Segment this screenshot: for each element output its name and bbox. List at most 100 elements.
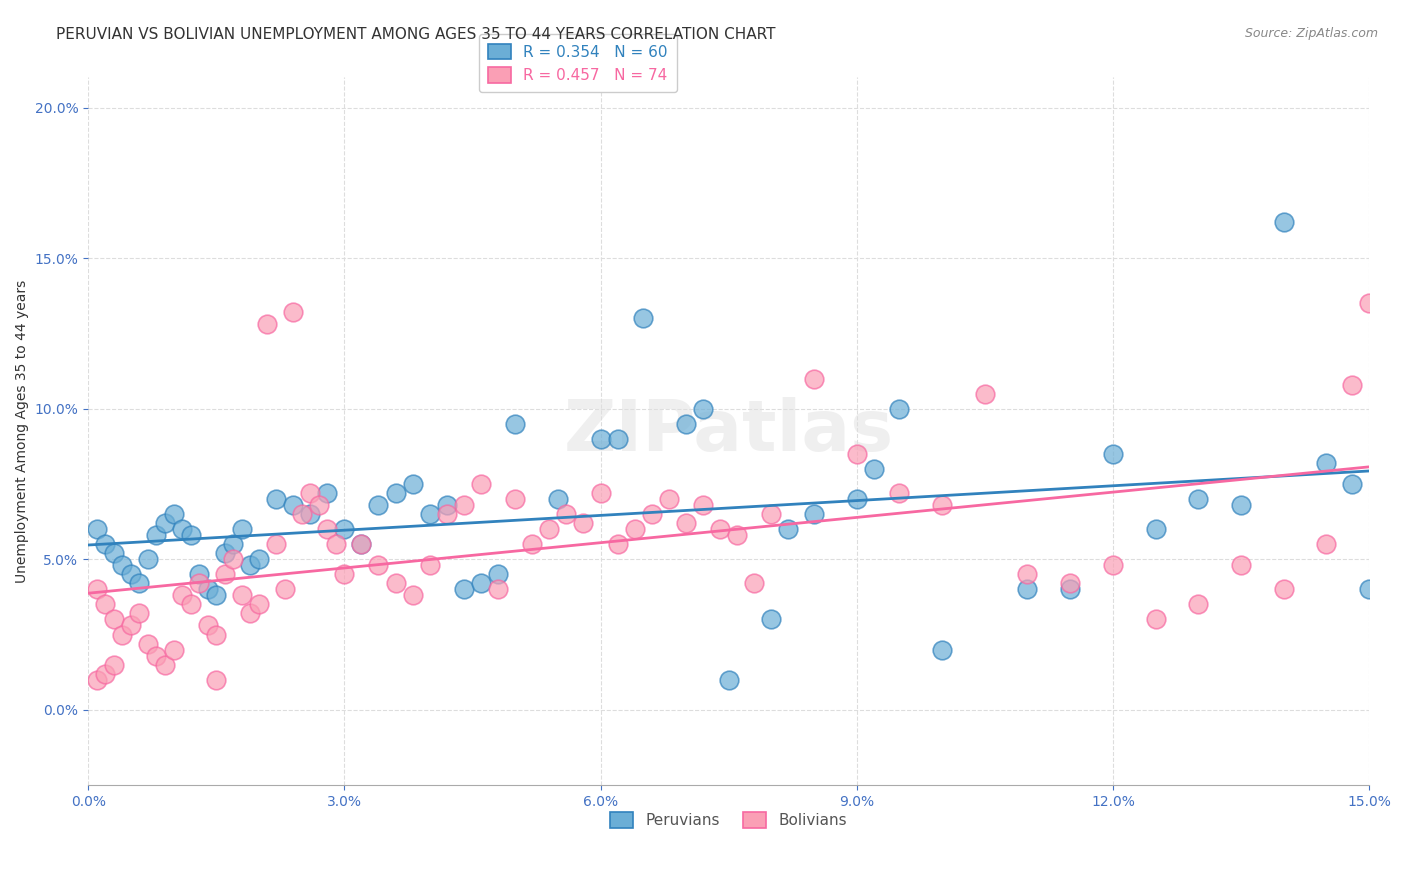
- Point: [367, 558, 389, 573]
- Point: [128, 607, 150, 621]
- Point: [153, 657, 176, 672]
- Point: [264, 491, 287, 506]
- Point: [103, 612, 125, 626]
- Point: [180, 598, 202, 612]
- Point: [214, 546, 236, 560]
- Point: [1059, 576, 1081, 591]
- Point: [503, 417, 526, 431]
- Point: [333, 567, 356, 582]
- Point: [256, 318, 278, 332]
- Point: [162, 507, 184, 521]
- Point: [889, 401, 911, 416]
- Point: [761, 507, 783, 521]
- Point: [205, 588, 228, 602]
- Point: [889, 486, 911, 500]
- Point: [94, 537, 117, 551]
- Point: [845, 447, 868, 461]
- Point: [350, 537, 373, 551]
- Point: [1187, 598, 1209, 612]
- Point: [931, 642, 953, 657]
- Point: [247, 598, 270, 612]
- Point: [589, 432, 612, 446]
- Point: [180, 528, 202, 542]
- Point: [470, 576, 492, 591]
- Point: [1102, 558, 1125, 573]
- Point: [845, 491, 868, 506]
- Point: [486, 567, 509, 582]
- Point: [931, 498, 953, 512]
- Point: [761, 612, 783, 626]
- Point: [631, 311, 654, 326]
- Text: Source: ZipAtlas.com: Source: ZipAtlas.com: [1244, 27, 1378, 40]
- Point: [692, 498, 714, 512]
- Point: [470, 477, 492, 491]
- Point: [188, 567, 211, 582]
- Point: [401, 477, 423, 491]
- Point: [803, 371, 825, 385]
- Point: [778, 522, 800, 536]
- Point: [136, 636, 159, 650]
- Point: [214, 567, 236, 582]
- Point: [1230, 558, 1253, 573]
- Text: ZIPatlas: ZIPatlas: [564, 397, 894, 466]
- Point: [1230, 498, 1253, 512]
- Point: [350, 537, 373, 551]
- Point: [1315, 537, 1337, 551]
- Point: [725, 528, 748, 542]
- Point: [453, 582, 475, 597]
- Point: [281, 305, 304, 319]
- Legend: Peruvians, Bolivians: Peruvians, Bolivians: [605, 805, 853, 834]
- Point: [641, 507, 664, 521]
- Point: [120, 618, 142, 632]
- Point: [1144, 612, 1167, 626]
- Point: [86, 582, 108, 597]
- Point: [205, 627, 228, 641]
- Point: [231, 522, 253, 536]
- Point: [1017, 567, 1039, 582]
- Point: [308, 498, 330, 512]
- Point: [384, 486, 406, 500]
- Point: [717, 673, 740, 687]
- Point: [94, 666, 117, 681]
- Point: [205, 673, 228, 687]
- Point: [675, 417, 697, 431]
- Point: [453, 498, 475, 512]
- Point: [436, 498, 458, 512]
- Point: [692, 401, 714, 416]
- Point: [1375, 432, 1398, 446]
- Point: [1341, 477, 1364, 491]
- Point: [658, 491, 681, 506]
- Point: [172, 588, 194, 602]
- Point: [862, 462, 884, 476]
- Point: [1358, 296, 1381, 310]
- Point: [222, 537, 245, 551]
- Point: [522, 537, 544, 551]
- Point: [572, 516, 595, 530]
- Point: [623, 522, 645, 536]
- Point: [103, 546, 125, 560]
- Point: [239, 558, 262, 573]
- Point: [103, 657, 125, 672]
- Point: [1315, 456, 1337, 470]
- Point: [86, 673, 108, 687]
- Point: [120, 567, 142, 582]
- Point: [436, 507, 458, 521]
- Point: [111, 627, 134, 641]
- Point: [419, 507, 441, 521]
- Point: [299, 507, 322, 521]
- Point: [153, 516, 176, 530]
- Point: [197, 618, 219, 632]
- Point: [281, 498, 304, 512]
- Point: [606, 432, 628, 446]
- Point: [401, 588, 423, 602]
- Point: [1358, 582, 1381, 597]
- Point: [1272, 215, 1295, 229]
- Point: [222, 552, 245, 566]
- Point: [316, 522, 339, 536]
- Point: [188, 576, 211, 591]
- Point: [333, 522, 356, 536]
- Point: [136, 552, 159, 566]
- Point: [1102, 447, 1125, 461]
- Point: [86, 522, 108, 536]
- Point: [606, 537, 628, 551]
